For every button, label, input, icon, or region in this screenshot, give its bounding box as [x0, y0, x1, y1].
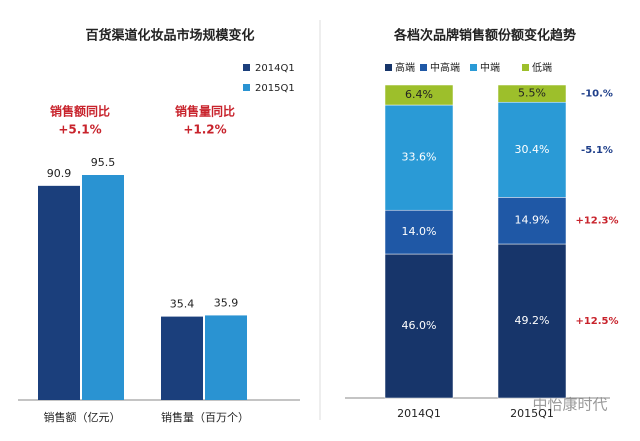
legend-swatch [243, 64, 250, 71]
data-label: 6.4% [405, 88, 433, 101]
legend-swatch [243, 84, 250, 91]
x-tick-label: 销售量（百万个） [161, 410, 249, 424]
data-label: 35.9 [214, 296, 239, 309]
x-tick-label: 2015Q1 [510, 407, 554, 420]
data-label: 33.6% [402, 151, 437, 164]
bar [82, 175, 124, 400]
bar-segment [497, 243, 567, 399]
annotation: 销售量同比 [175, 104, 235, 119]
chart-title: 百货渠道化妆品市场规模变化 [85, 28, 254, 44]
data-label: 30.4% [515, 143, 550, 156]
data-label: 49.2% [515, 314, 550, 327]
legend-swatch [470, 64, 477, 71]
change-label: +12.3% [575, 216, 618, 227]
bar-segment [384, 253, 454, 399]
watermark: 中怡康时代 [532, 396, 607, 414]
data-label: 35.4 [170, 298, 195, 311]
data-label: 14.0% [402, 225, 437, 238]
legend-label: 低端 [532, 61, 552, 74]
legend-label: 高端 [395, 61, 415, 74]
data-label: 90.9 [47, 167, 72, 180]
legend-swatch [522, 64, 529, 71]
legend-label: 2015Q1 [255, 83, 295, 94]
x-tick-label: 销售额（亿元） [44, 410, 121, 424]
bar-segment [384, 84, 454, 106]
legend-label: 2014Q1 [255, 63, 295, 74]
bar-segment [384, 209, 454, 255]
bar [205, 315, 247, 400]
bar-segment [384, 104, 454, 211]
chart-title: 各档次品牌销售额份额变化趋势 [393, 28, 576, 44]
bar-segment [497, 197, 567, 245]
annotation: 销售额同比 [50, 104, 110, 119]
legend-label: 中端 [480, 61, 500, 74]
annotation: +5.1% [58, 123, 101, 137]
change-label: -5.1% [581, 145, 613, 156]
legend-swatch [385, 64, 392, 71]
x-tick-label: 2014Q1 [397, 407, 441, 420]
bar [38, 185, 80, 400]
change-label: +12.5% [575, 316, 618, 327]
bar-segment [497, 101, 567, 198]
bar [161, 316, 203, 400]
data-label: 14.9% [515, 214, 550, 227]
change-label: -10.% [581, 89, 613, 100]
data-label: 5.5% [518, 87, 546, 100]
data-label: 46.0% [402, 319, 437, 332]
annotation: +1.2% [183, 123, 226, 137]
data-label: 95.5 [91, 156, 116, 169]
bar-segment [497, 84, 567, 103]
legend-swatch [420, 64, 427, 71]
legend-label: 中高端 [430, 61, 460, 74]
